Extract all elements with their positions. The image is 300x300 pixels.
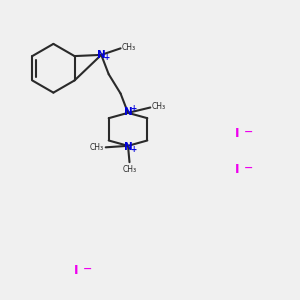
Text: +: +: [130, 104, 136, 113]
Text: −: −: [244, 127, 253, 137]
Text: +: +: [103, 53, 110, 62]
Text: I: I: [235, 163, 239, 176]
Text: N: N: [124, 107, 132, 117]
Text: −: −: [244, 163, 253, 173]
Text: CH₃: CH₃: [122, 43, 136, 52]
Text: CH₃: CH₃: [90, 143, 104, 152]
Text: CH₃: CH₃: [152, 102, 166, 111]
Text: CH₃: CH₃: [122, 165, 136, 174]
Text: N: N: [97, 50, 106, 60]
Text: N: N: [124, 142, 132, 152]
Text: I: I: [74, 264, 79, 277]
Text: I: I: [235, 127, 239, 140]
Text: −: −: [83, 264, 92, 274]
Text: +: +: [130, 145, 136, 154]
